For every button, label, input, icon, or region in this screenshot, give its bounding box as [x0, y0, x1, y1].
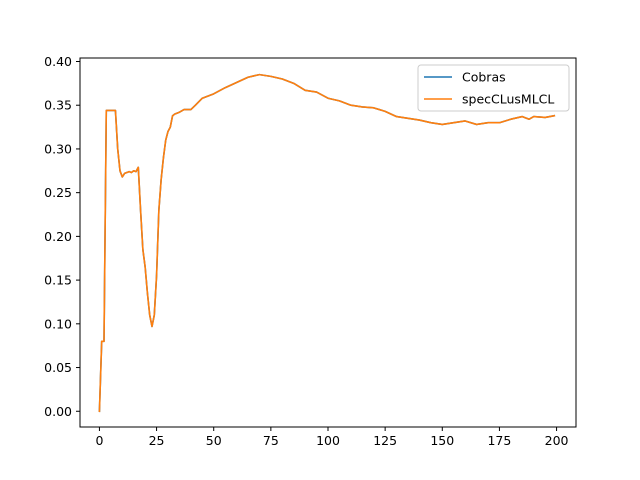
legend-label: specCLusMLCL — [462, 92, 554, 107]
x-axis-ticks: 0 25 50 75 100 125 150 175 200 — [95, 427, 569, 448]
y-axis-ticks: 0.00 0.05 0.10 0.15 0.20 0.25 0.30 0.35 0.40 — [44, 54, 80, 419]
x-tick-label: 25 — [149, 433, 165, 448]
y-tick-label: 0.10 — [44, 316, 72, 331]
y-tick-label: 0.25 — [44, 185, 72, 200]
x-tick-label: 175 — [487, 433, 511, 448]
y-tick-label: 0.35 — [44, 98, 72, 113]
legend-box — [417, 64, 570, 112]
y-tick-label: 0.00 — [44, 404, 72, 419]
y-tick-label: 0.15 — [44, 273, 72, 288]
x-tick-label: 100 — [316, 433, 340, 448]
x-tick-label: 50 — [206, 433, 222, 448]
legend-label: Cobras — [462, 70, 506, 85]
x-tick-label: 0 — [95, 433, 103, 448]
legend: Cobras specCLusMLCL — [417, 64, 570, 112]
y-tick-label: 0.05 — [44, 360, 72, 375]
series-line-specclusmlcl — [98, 73, 556, 413]
y-tick-label: 0.40 — [44, 54, 72, 69]
x-tick-label: 200 — [545, 433, 569, 448]
x-tick-label: 75 — [263, 433, 279, 448]
y-tick-label: 0.30 — [44, 141, 72, 156]
x-tick-label: 150 — [430, 433, 454, 448]
series-lines — [98, 73, 556, 413]
x-tick-label: 125 — [373, 433, 397, 448]
y-tick-label: 0.20 — [44, 229, 72, 244]
